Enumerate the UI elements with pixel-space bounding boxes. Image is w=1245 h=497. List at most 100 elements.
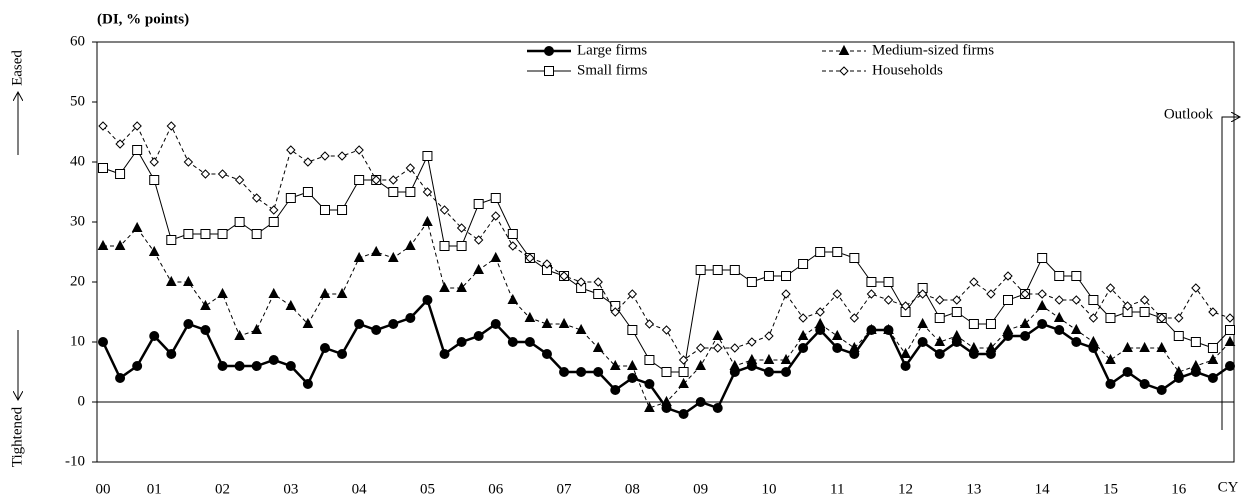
data-point [285, 361, 296, 371]
data-point [1071, 337, 1082, 347]
data-point [234, 361, 245, 371]
data-point [302, 187, 313, 197]
x-tick-label: 03 [283, 481, 298, 497]
data-point [883, 277, 894, 287]
data-point [969, 277, 979, 287]
data-point [1020, 331, 1031, 341]
data-point [354, 145, 364, 155]
x-axis-title: CY [1218, 479, 1239, 495]
data-point [1139, 307, 1150, 317]
data-point [934, 313, 945, 323]
data-point [337, 205, 348, 215]
data-point [1037, 319, 1048, 329]
data-point [1003, 271, 1013, 281]
data-point [1139, 295, 1150, 305]
data-point [713, 343, 723, 353]
data-point [507, 229, 518, 239]
data-point [610, 385, 621, 395]
data-point [456, 223, 467, 233]
data-point [98, 337, 108, 347]
x-tick-label: 11 [830, 481, 844, 497]
data-point [644, 355, 655, 365]
legend-marker [544, 46, 554, 56]
data-point [917, 289, 928, 299]
data-point [371, 325, 382, 335]
data-point [575, 323, 587, 334]
data-point [593, 367, 604, 377]
data-point [422, 151, 433, 161]
data-point [934, 335, 946, 346]
data-point [1002, 323, 1014, 334]
data-point [1122, 301, 1133, 311]
data-point [1173, 365, 1185, 376]
data-point [542, 259, 552, 269]
data-point [1122, 367, 1133, 377]
data-point [986, 289, 996, 299]
data-point [217, 169, 228, 179]
data-point [1003, 295, 1014, 305]
data-point [593, 277, 603, 287]
data-point [132, 145, 143, 155]
data-point [695, 359, 706, 370]
tightened-label: Tightened [9, 406, 25, 467]
x-tick-label: 02 [215, 481, 230, 497]
data-point [166, 121, 177, 131]
data-point [1088, 295, 1099, 305]
data-point [490, 251, 502, 262]
x-tick-label: 04 [352, 481, 368, 497]
data-point [268, 355, 279, 365]
data-point [337, 151, 347, 161]
data-point [558, 317, 570, 328]
data-point [1071, 271, 1082, 281]
data-point [319, 287, 331, 298]
plot-frame [96, 41, 1235, 463]
data-point [814, 317, 826, 328]
data-point [320, 151, 330, 161]
data-point [507, 293, 519, 304]
data-point [866, 323, 877, 334]
data-point [576, 367, 587, 377]
data-point [695, 265, 706, 275]
data-point [1207, 373, 1218, 383]
data-point [165, 275, 177, 286]
legend-marker [838, 44, 850, 55]
data-point [900, 301, 911, 311]
data-point [251, 361, 262, 371]
data-point [661, 367, 672, 377]
data-point [763, 367, 774, 377]
data-point [832, 343, 843, 353]
legend-label: Small firms [577, 62, 648, 78]
data-point [183, 275, 194, 286]
data-point [730, 343, 740, 353]
x-tick-label: 16 [1171, 481, 1187, 497]
data-point [1122, 341, 1133, 352]
y-tick-label: 30 [70, 213, 85, 229]
data-point [1105, 313, 1116, 323]
data-point [132, 361, 143, 371]
y-tick-label: 10 [70, 333, 85, 349]
data-point [627, 325, 638, 335]
data-point [1036, 299, 1048, 310]
data-point [951, 307, 962, 317]
legend-label: Medium-sized firms [872, 42, 994, 58]
legend-label: Households [872, 62, 943, 78]
data-point [883, 295, 894, 305]
data-point [985, 319, 996, 329]
data-point [609, 359, 621, 370]
data-point [490, 319, 501, 329]
data-point [319, 205, 330, 215]
y-tick-label: 60 [70, 33, 85, 49]
data-point [405, 313, 416, 323]
x-tick-label: 14 [1035, 481, 1051, 497]
data-point [747, 337, 757, 347]
data-point [1054, 271, 1065, 281]
data-point [388, 187, 399, 197]
data-point [388, 319, 399, 329]
data-point [507, 337, 518, 347]
data-point [149, 175, 160, 185]
x-tick-label: 12 [898, 481, 913, 497]
data-point [98, 163, 108, 173]
data-point [917, 317, 928, 328]
data-point [302, 317, 314, 328]
